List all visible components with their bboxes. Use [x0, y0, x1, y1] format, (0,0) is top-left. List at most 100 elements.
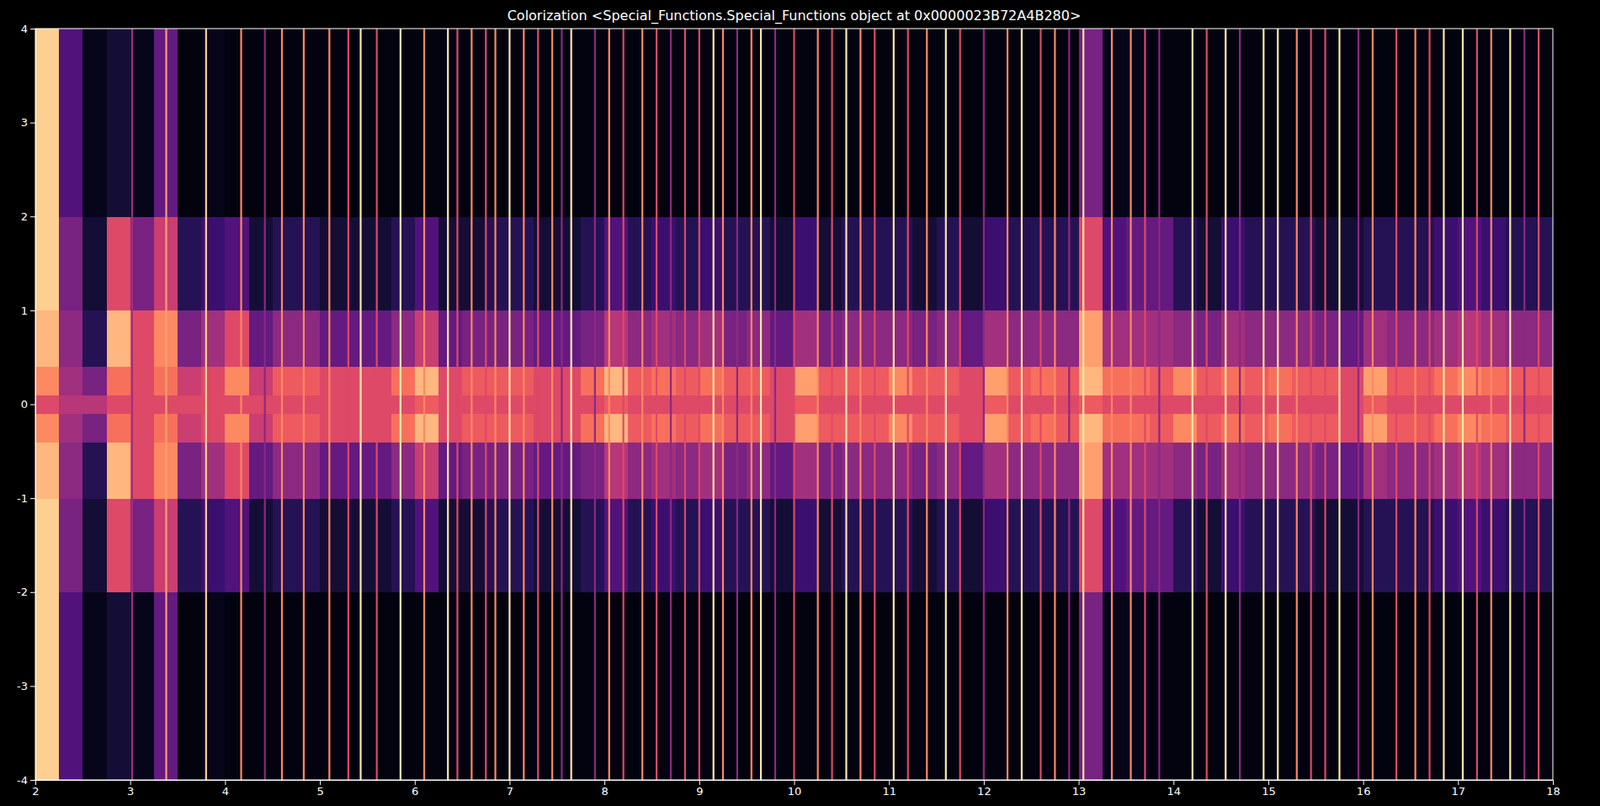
heatmap-cell [722, 28, 748, 218]
tick: 11 [882, 780, 897, 798]
heatmap-cell [1505, 441, 1531, 500]
heatmap-cell [960, 366, 985, 396]
heatmap-cell [319, 28, 345, 218]
stripe [608, 28, 611, 781]
tick-label: 10 [787, 785, 803, 798]
heatmap-cell [414, 498, 440, 593]
heatmap-cell [675, 498, 701, 593]
tick-label: 15 [1261, 785, 1276, 798]
stripe [1068, 28, 1070, 781]
heatmap-cell [82, 394, 107, 415]
heatmap-cell [1505, 366, 1531, 396]
heatmap-cell [1031, 366, 1056, 396]
heatmap-cell [319, 592, 345, 781]
heatmap-cell [130, 414, 155, 443]
heatmap-cell [1149, 310, 1175, 368]
heatmap-cell [1339, 414, 1364, 443]
heatmap-cell [912, 366, 937, 396]
stripe [1442, 28, 1445, 781]
heatmap-cell [130, 366, 155, 396]
heatmap-cell [1054, 441, 1080, 500]
heatmap-cell [794, 310, 819, 368]
heatmap-cell [627, 394, 653, 415]
stripe [1238, 28, 1241, 781]
heatmap-cell [1291, 310, 1317, 368]
heatmap-cell [1339, 366, 1364, 396]
heatmap-cell [1102, 310, 1127, 368]
heatmap-cell [1221, 498, 1246, 593]
heatmap-cell [224, 310, 250, 368]
heatmap-cell [557, 366, 582, 396]
stripe [760, 28, 762, 781]
heatmap-cell [1481, 414, 1506, 443]
heatmap-cell [1031, 310, 1056, 368]
stripe [456, 28, 458, 781]
heatmap-cell [82, 216, 107, 311]
heatmap-cell [1173, 414, 1198, 443]
heatmap-cell [391, 441, 416, 500]
heatmap-cell [557, 310, 582, 368]
heatmap-cell [675, 414, 701, 443]
stripe [698, 28, 701, 781]
heatmap-cell [983, 414, 1009, 443]
heatmap-cell [746, 441, 771, 500]
heatmap-cell [414, 592, 440, 781]
heatmap-cell [1196, 441, 1222, 500]
heatmap-cell [1387, 592, 1412, 781]
stripe [622, 28, 625, 781]
heatmap-cell [888, 592, 914, 781]
heatmap-cell [1315, 394, 1340, 415]
tick: 2 [21, 210, 36, 224]
heatmap-cell [1102, 441, 1127, 500]
heatmap-cell [1363, 441, 1388, 500]
heatmap-cell [1363, 216, 1388, 311]
tick: 5 [316, 780, 324, 798]
tick-label: 1 [21, 304, 28, 318]
heatmap-cell [201, 414, 226, 443]
heatmap-cell [722, 310, 748, 368]
heatmap-cell [1268, 414, 1293, 443]
heatmap-cell [794, 414, 819, 443]
heatmap-cell [1173, 366, 1198, 396]
heatmap-cell [1505, 28, 1531, 218]
heatmap-cell [1244, 216, 1270, 311]
tick-mark [888, 780, 890, 786]
heatmap-cell [509, 366, 534, 396]
heatmap-cell [1149, 498, 1175, 593]
stripe [1276, 28, 1279, 781]
heatmap-cell [249, 498, 274, 593]
heatmap-cell [462, 310, 487, 368]
heatmap-cell [722, 498, 748, 593]
heatmap-cell [414, 414, 440, 443]
heatmap-cell [366, 366, 392, 396]
heatmap-cell [177, 394, 202, 415]
heatmap-cell [1054, 498, 1080, 593]
heatmap-cell [1031, 394, 1056, 415]
heatmap-cell [1268, 366, 1293, 396]
tick: -1 [16, 492, 36, 505]
heatmap-cell [391, 394, 416, 415]
heatmap-cell [794, 592, 819, 781]
heatmap-cell [35, 394, 60, 415]
heatmap-cell [1244, 592, 1270, 781]
heatmap-cell [604, 366, 629, 396]
heatmap-cell [366, 28, 392, 218]
heatmap-cell [1196, 216, 1222, 311]
heatmap-cell [438, 216, 463, 311]
heatmap-cell [1529, 498, 1553, 593]
stripe [359, 28, 362, 781]
heatmap-cell [651, 498, 676, 593]
heatmap-cell [35, 366, 60, 396]
tick-mark [35, 780, 37, 786]
heatmap-cell [509, 216, 534, 311]
heatmap-cell [35, 441, 60, 500]
heatmap-cell [865, 28, 890, 218]
heatmap-cell [746, 498, 771, 593]
heatmap-cell [272, 310, 298, 368]
heatmap-cell [1102, 216, 1127, 311]
heatmap-cell [249, 394, 274, 415]
heatmap-cell [1457, 498, 1483, 593]
heatmap-cell [1410, 310, 1436, 368]
stripe [1395, 28, 1398, 781]
heatmap-cell [1221, 366, 1246, 396]
